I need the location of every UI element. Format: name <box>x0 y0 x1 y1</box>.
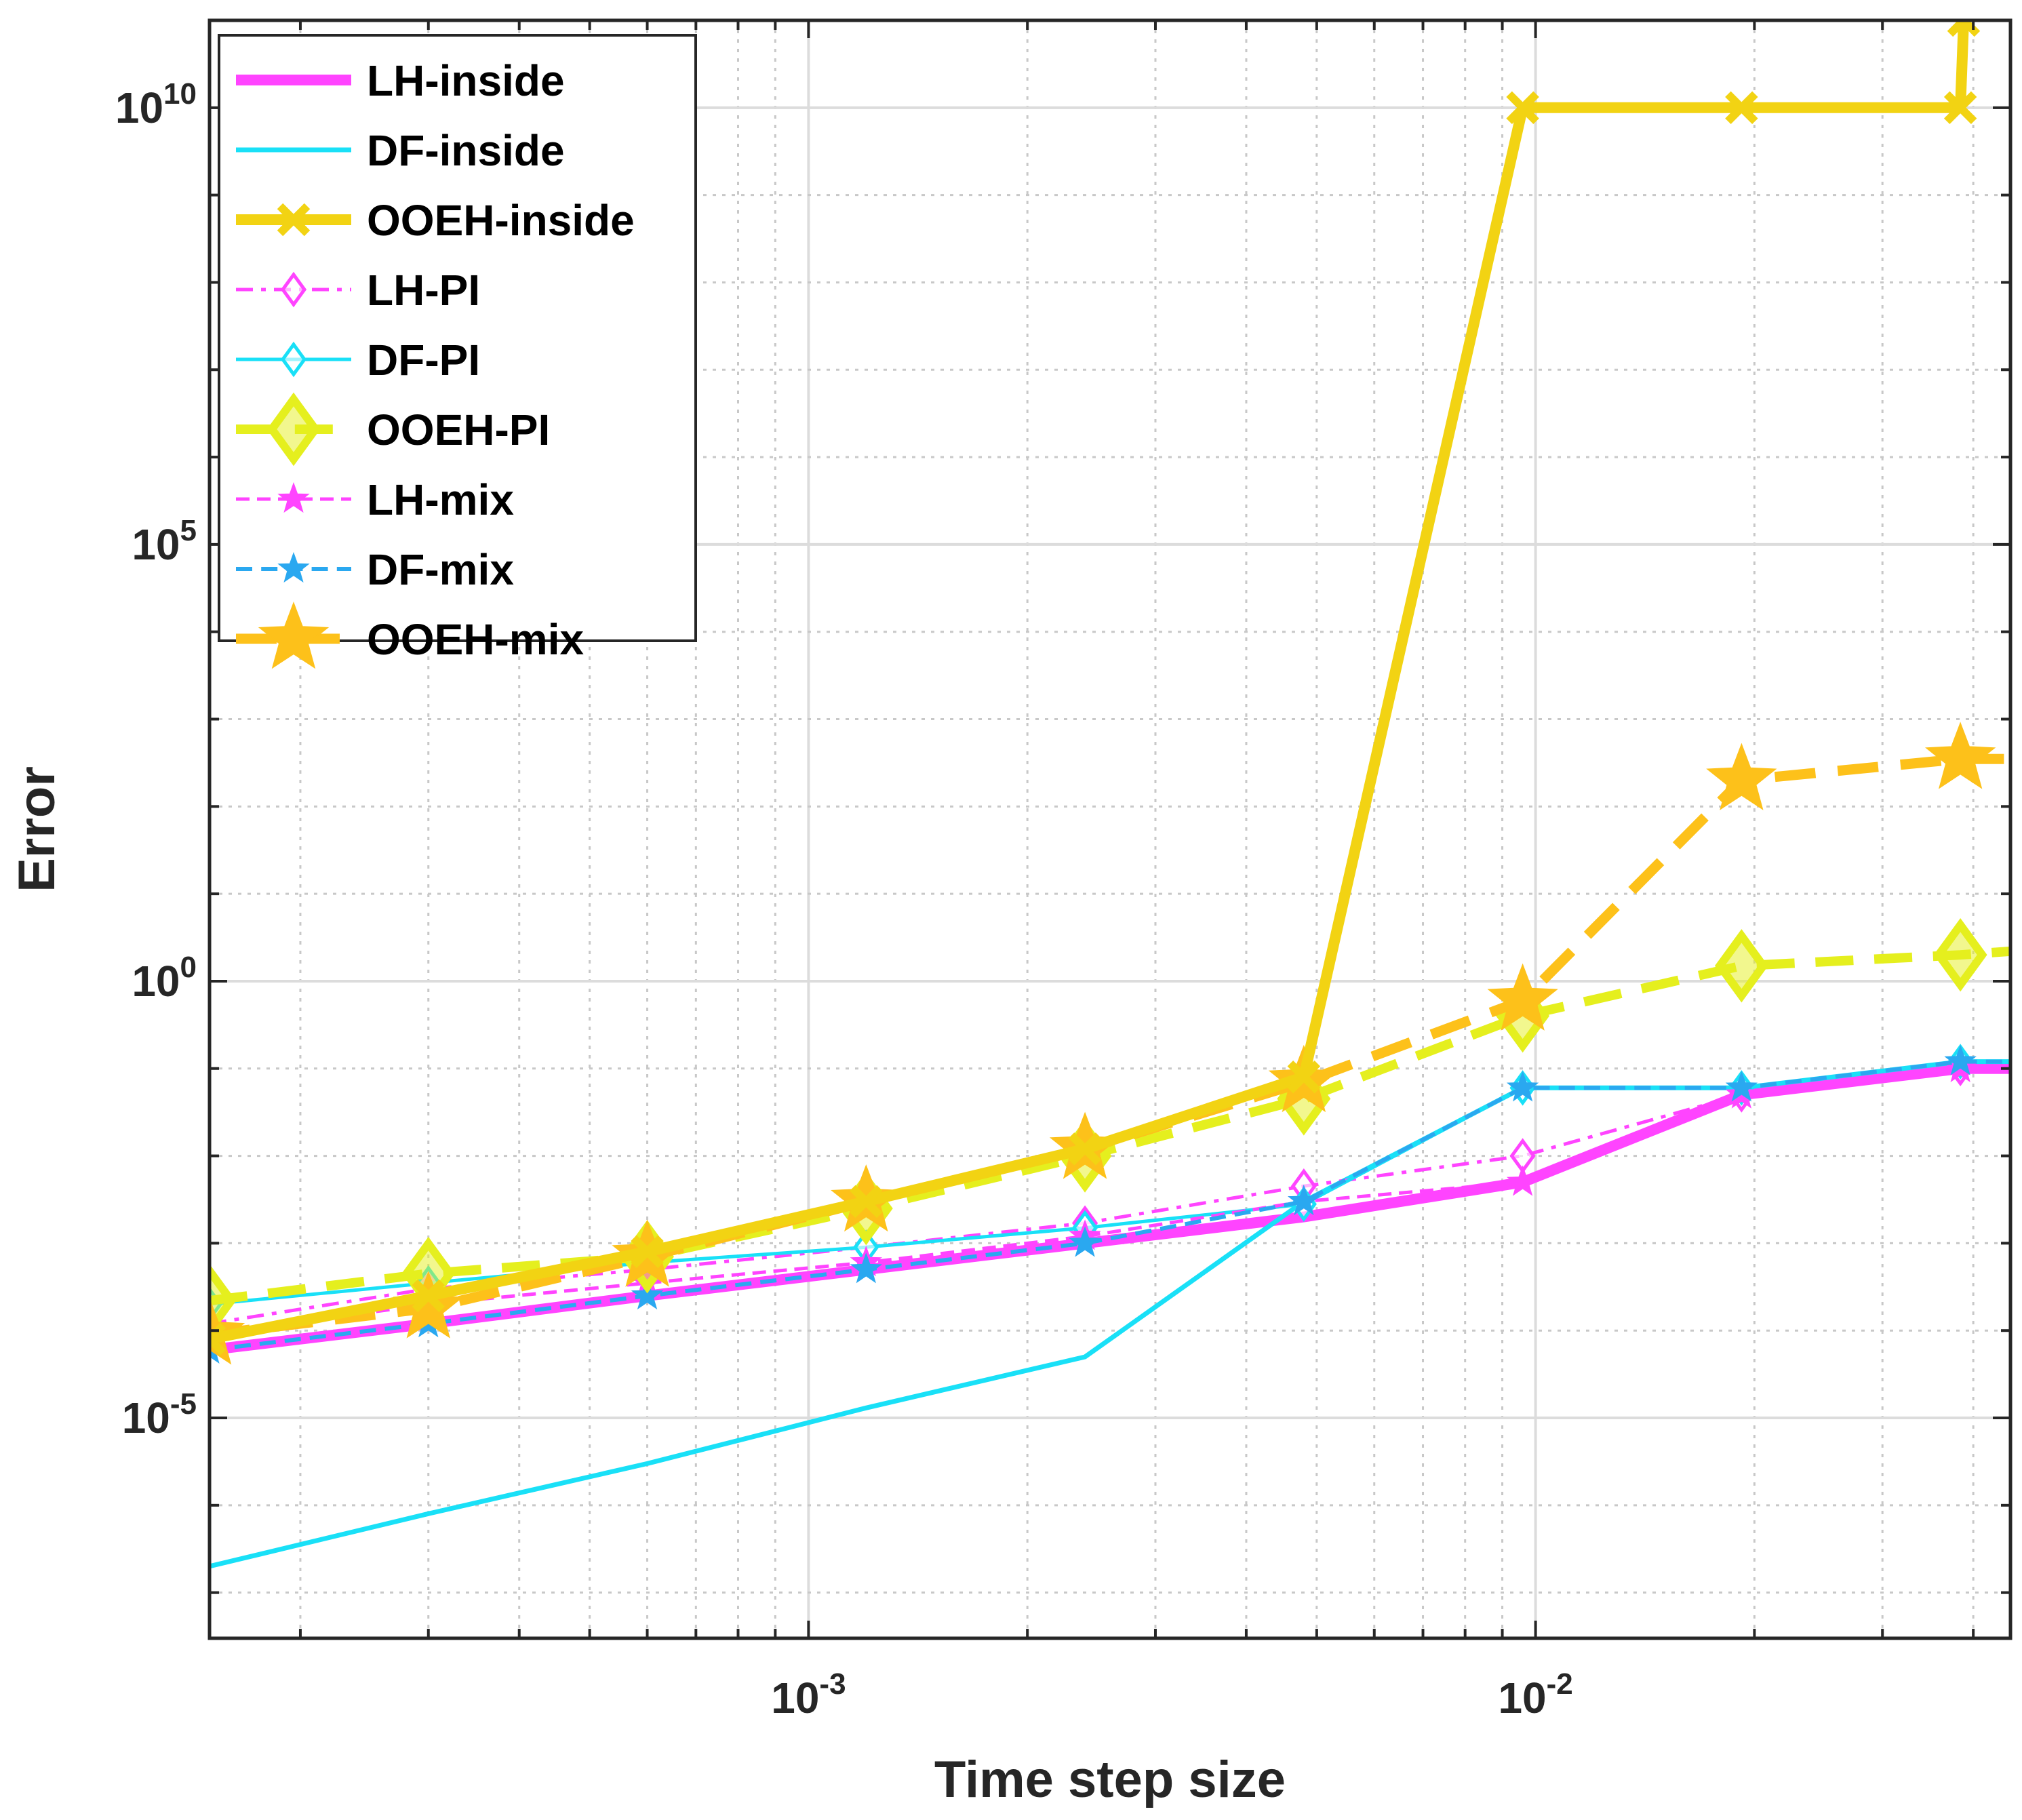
series-line-df-mix <box>210 1059 2010 1352</box>
legend-entry-ooeh-pi: OOEH-PI <box>236 392 550 467</box>
legend-marker <box>277 552 310 583</box>
data-point <box>1944 1044 1977 1075</box>
legend-label: DF-PI <box>367 336 480 384</box>
y-tick-label: 100 <box>132 951 197 1006</box>
data-point <box>1933 917 1987 992</box>
data-point <box>1725 91 1758 125</box>
data-point <box>1506 91 1539 125</box>
x-axis-title: Time step size <box>934 1751 1286 1808</box>
legend-label: LH-inside <box>367 56 565 105</box>
legend-entry-ooeh-inside: OOEH-inside <box>236 196 635 245</box>
x-tick-label: 10-3 <box>771 1667 846 1722</box>
data-point <box>1706 743 1777 810</box>
data-point <box>1943 91 1977 125</box>
data-point <box>1725 1071 1758 1102</box>
y-tick-label: 10-5 <box>122 1387 197 1442</box>
data-point <box>850 1185 883 1219</box>
data-point <box>1069 1226 1101 1257</box>
data-point <box>1068 1132 1102 1166</box>
data-point <box>1506 1165 1539 1196</box>
data-point <box>412 1279 445 1313</box>
legend-entry-df-pi: DF-PI <box>236 336 480 384</box>
legend-marker <box>280 341 307 378</box>
data-point <box>1287 1061 1321 1094</box>
data-point <box>1925 721 1996 789</box>
legend-entry-lh-mix: LH-mix <box>236 475 514 524</box>
data-point <box>631 1235 664 1269</box>
legend-label: DF-mix <box>367 545 514 594</box>
grid <box>210 19 2010 1638</box>
legend-marker <box>277 482 310 513</box>
data-point <box>631 1278 664 1310</box>
legend-label: OOEH-PI <box>367 405 550 454</box>
series-line-ooeh-pi <box>210 946 2010 1306</box>
series-line-ooeh-inside <box>210 20 1969 1345</box>
legend-entry-lh-inside: LH-inside <box>236 56 565 105</box>
x-tick-label: 10-2 <box>1498 1667 1572 1722</box>
y-tick-label: 1010 <box>115 77 197 132</box>
legend-label: LH-mix <box>367 475 514 524</box>
legend-marker <box>258 601 330 669</box>
legend-box <box>218 34 697 642</box>
data-point <box>1487 963 1558 1031</box>
data-point <box>1288 1184 1320 1216</box>
legend-label: LH-PI <box>367 266 480 315</box>
series-line-lh-mix <box>210 1067 2010 1337</box>
legend-label: OOEH-mix <box>367 615 584 664</box>
data-point <box>1714 929 1768 1003</box>
axis-ticks: 10-3 10-2 10-5 100 105 1010 <box>115 19 2010 1722</box>
legend-label: DF-inside <box>367 126 565 175</box>
legend-marker <box>277 203 311 237</box>
legend-entry-df-mix: DF-mix <box>236 545 514 594</box>
series-layer <box>210 20 2010 1569</box>
legend-entry-df-inside: DF-inside <box>236 126 565 175</box>
legend-marker <box>266 392 321 467</box>
y-axis-title: Error <box>8 766 66 892</box>
legend-entry-ooeh-mix: OOEH-mix <box>236 601 584 669</box>
data-point <box>1506 1071 1539 1102</box>
legend-entry-lh-pi: LH-PI <box>236 266 480 315</box>
plot-frame <box>207 18 2013 1640</box>
data-point <box>850 1252 883 1284</box>
legend-marker <box>280 271 307 308</box>
legend-label: OOEH-inside <box>367 196 635 245</box>
legend: LH-inside DF-inside OOEH-inside LH-PI DF-PI O… <box>218 34 697 669</box>
y-tick-label: 105 <box>132 514 197 569</box>
